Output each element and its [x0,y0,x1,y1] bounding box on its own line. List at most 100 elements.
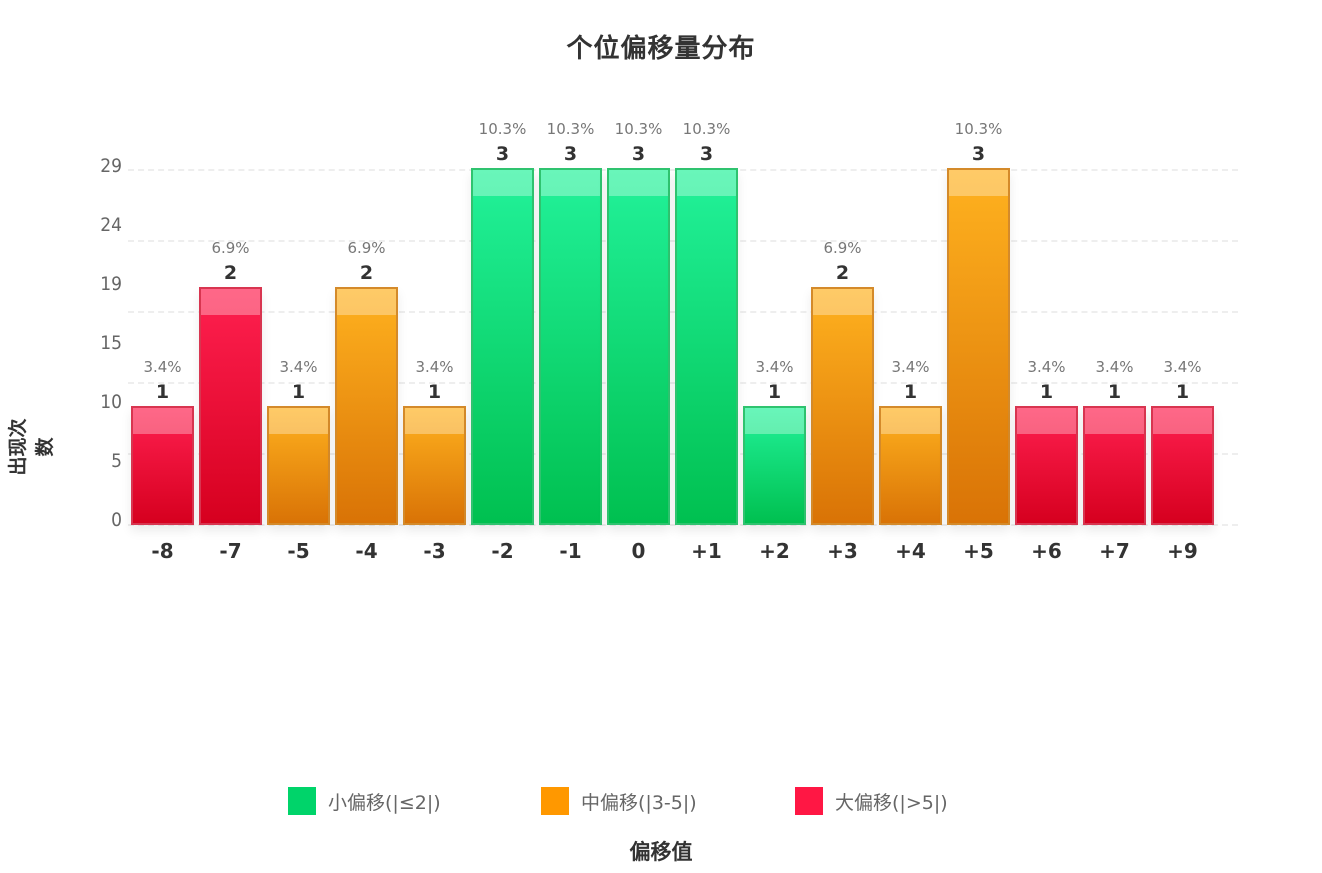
chart-title: 个位偏移量分布 [566,34,756,64]
percent-label: 3.4% [415,358,454,376]
legend-label: 大偏移(|>5|) [835,791,948,814]
bar-highlight [1017,408,1076,434]
bar-highlight [1153,408,1212,434]
y-tick-label: 0 [111,509,122,531]
legend-swatch [795,787,823,815]
x-tick-label: -7 [219,539,242,563]
y-axis-label: 出现次数 [7,418,56,476]
bar--5[interactable] [267,406,330,525]
bar-highlight [337,289,396,315]
count-label: 2 [223,262,238,284]
bar-+6[interactable] [1015,406,1078,525]
percent-label: 3.4% [755,358,794,376]
legend-label: 小偏移(|≤2|) [328,791,441,814]
count-label: 1 [427,381,442,403]
x-tick-label: +4 [895,539,926,563]
count-label: 1 [1039,381,1054,403]
x-tick-label: +6 [1031,539,1062,563]
y-tick-label: 15 [100,332,122,354]
bar-highlight [949,170,1008,196]
gridline [128,524,1238,526]
bar-highlight [677,170,736,196]
legend-item-small[interactable]: 小偏移(|≤2|) [288,787,441,815]
bar--1[interactable] [539,168,602,525]
percent-label: 10.3% [478,120,527,138]
bar-+4[interactable] [879,406,942,525]
bar--8[interactable] [131,406,194,525]
x-tick-label: +7 [1099,539,1130,563]
count-label: 2 [835,262,850,284]
y-tick-label: 29 [100,155,122,177]
count-label: 2 [359,262,374,284]
legend-label: 中偏移(|3-5|) [581,791,697,814]
legend: 小偏移(|≤2|) 中偏移(|3-5|) 大偏移(|>5|) [0,787,1322,819]
percent-label: 6.9% [211,239,250,257]
x-tick-label: -3 [423,539,446,563]
y-tick-label: 19 [100,273,122,295]
bar--7[interactable] [199,287,262,525]
bar-highlight [405,408,464,434]
bar-highlight [881,408,940,434]
percent-label: 6.9% [347,239,386,257]
x-axis-label: 偏移值 [629,840,693,864]
count-label: 1 [903,381,918,403]
plot-area: 1 3.4% -8 2 6.9% -7 1 3.4% -5 2 6.9% -4 1 3.4% -3 3 10.3… [128,100,1238,563]
legend-swatch [541,787,569,815]
x-tick-label: +1 [691,539,722,563]
legend-item-medium[interactable]: 中偏移(|3-5|) [541,787,697,815]
x-tick-label: +3 [827,539,858,563]
count-label: 3 [563,143,578,165]
bar-highlight [609,170,668,196]
x-tick-label: +9 [1167,539,1198,563]
count-label: 1 [1175,381,1190,403]
x-tick-label: 0 [631,539,646,563]
x-tick-label: -5 [287,539,310,563]
percent-label: 10.3% [546,120,595,138]
legend-item-large[interactable]: 大偏移(|>5|) [795,787,948,815]
bar-highlight [541,170,600,196]
percent-label: 3.4% [143,358,182,376]
percent-label: 10.3% [682,120,731,138]
x-tick-label: +2 [759,539,790,563]
bar-+1[interactable] [675,168,738,525]
bar-+3[interactable] [811,287,874,525]
percent-label: 10.3% [954,120,1003,138]
bar-+2[interactable] [743,406,806,525]
bar-+7[interactable] [1083,406,1146,525]
count-label: 1 [291,381,306,403]
x-tick-label: -1 [559,539,582,563]
bar-+9[interactable] [1151,406,1214,525]
y-tick-label: 10 [100,391,122,413]
count-label: 3 [495,143,510,165]
y-tick-label: 5 [111,450,122,472]
percent-label: 3.4% [1163,358,1202,376]
bar-+5[interactable] [947,168,1010,525]
bar-highlight [201,289,260,315]
count-label: 3 [699,143,714,165]
count-label: 1 [767,381,782,403]
bar-0[interactable] [607,168,670,525]
percent-label: 3.4% [1095,358,1134,376]
count-label: 3 [631,143,646,165]
bar-highlight [269,408,328,434]
bar-highlight [133,408,192,434]
percent-label: 3.4% [1027,358,1066,376]
x-tick-label: -8 [151,539,174,563]
bar-highlight [813,289,872,315]
bar--2[interactable] [471,168,534,525]
percent-label: 10.3% [614,120,663,138]
bar-highlight [1085,408,1144,434]
count-label: 3 [971,143,986,165]
x-tick-label: +5 [963,539,994,563]
bar-highlight [473,170,532,196]
count-label: 1 [1107,381,1122,403]
x-tick-label: -2 [491,539,514,563]
bar--3[interactable] [403,406,466,525]
percent-label: 6.9% [823,239,862,257]
bar--4[interactable] [335,287,398,525]
percent-label: 3.4% [891,358,930,376]
count-label: 1 [155,381,170,403]
legend-swatch [288,787,316,815]
percent-label: 3.4% [279,358,318,376]
x-tick-label: -4 [355,539,378,563]
